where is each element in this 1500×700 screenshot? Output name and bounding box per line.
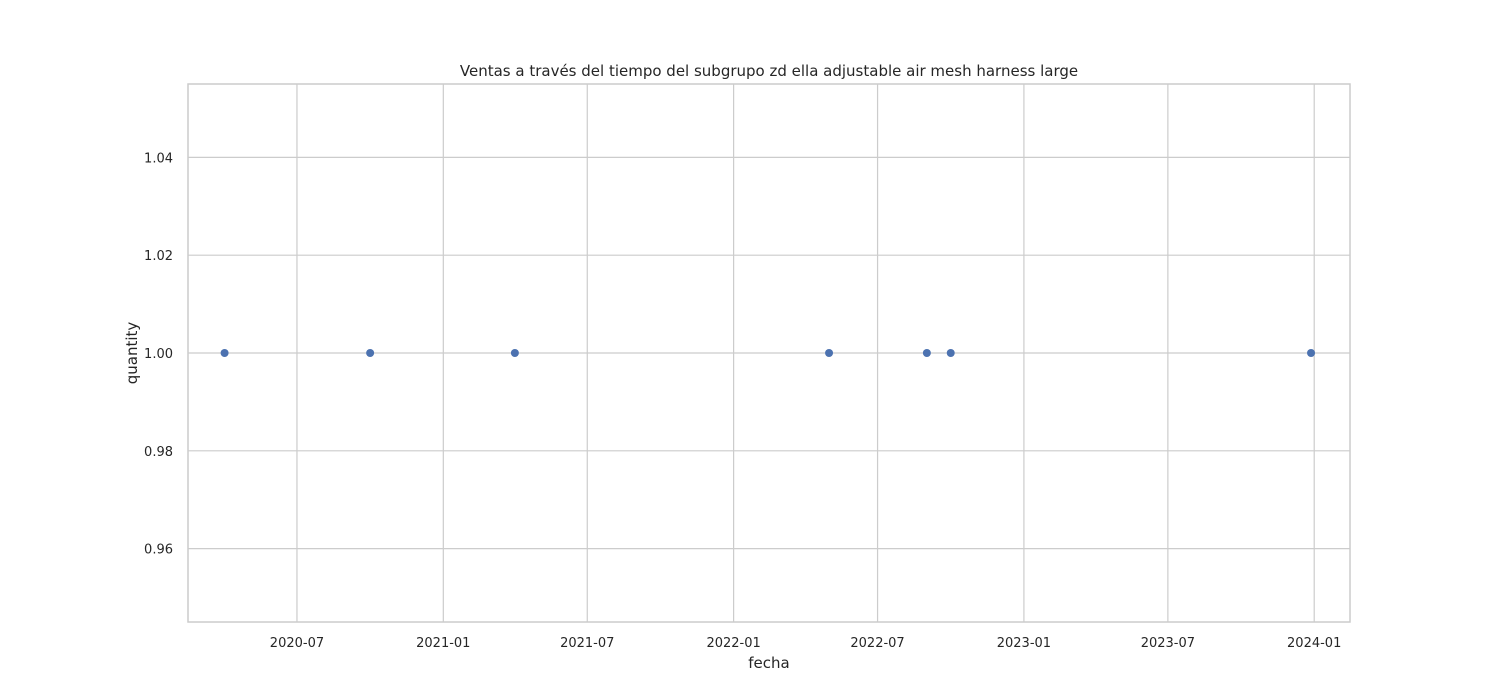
data-point (922, 349, 931, 357)
x-tick-label: 2023-01 (997, 636, 1051, 651)
x-tick-label: 2022-01 (706, 636, 760, 651)
x-axis-label: fecha (748, 654, 789, 672)
x-tick-label: 2020-07 (270, 636, 324, 651)
data-point (510, 349, 519, 357)
x-tick-labels: 2020-07 2021-01 2021-07 2022-01 2022-07 2023-… (270, 636, 1342, 651)
data-point (1307, 349, 1316, 357)
y-tick-label: 1.04 (144, 151, 173, 166)
y-tick-label: 1.02 (144, 249, 173, 264)
plot-frame (187, 83, 1351, 623)
x-tick-label: 2021-07 (560, 636, 614, 651)
y-tick-label: 0.96 (144, 543, 173, 558)
grid-lines (188, 84, 1350, 622)
data-point (366, 349, 375, 357)
data-point (825, 349, 834, 357)
x-tick-label: 2024-01 (1287, 636, 1341, 651)
chart-title: Ventas a través del tiempo del subgrupo … (460, 62, 1078, 80)
x-tick-label: 2022-07 (850, 636, 904, 651)
x-tick-label: 2021-01 (416, 636, 470, 651)
y-tick-label: 1.00 (144, 347, 173, 362)
y-axis-label: quantity (123, 322, 141, 385)
data-point (220, 349, 229, 357)
data-points (220, 349, 1316, 357)
y-tick-label: 0.98 (144, 445, 173, 460)
y-tick-labels: 0.96 0.98 1.00 1.02 1.04 (144, 151, 173, 557)
data-point (946, 349, 955, 357)
x-tick-label: 2023-07 (1141, 636, 1195, 651)
